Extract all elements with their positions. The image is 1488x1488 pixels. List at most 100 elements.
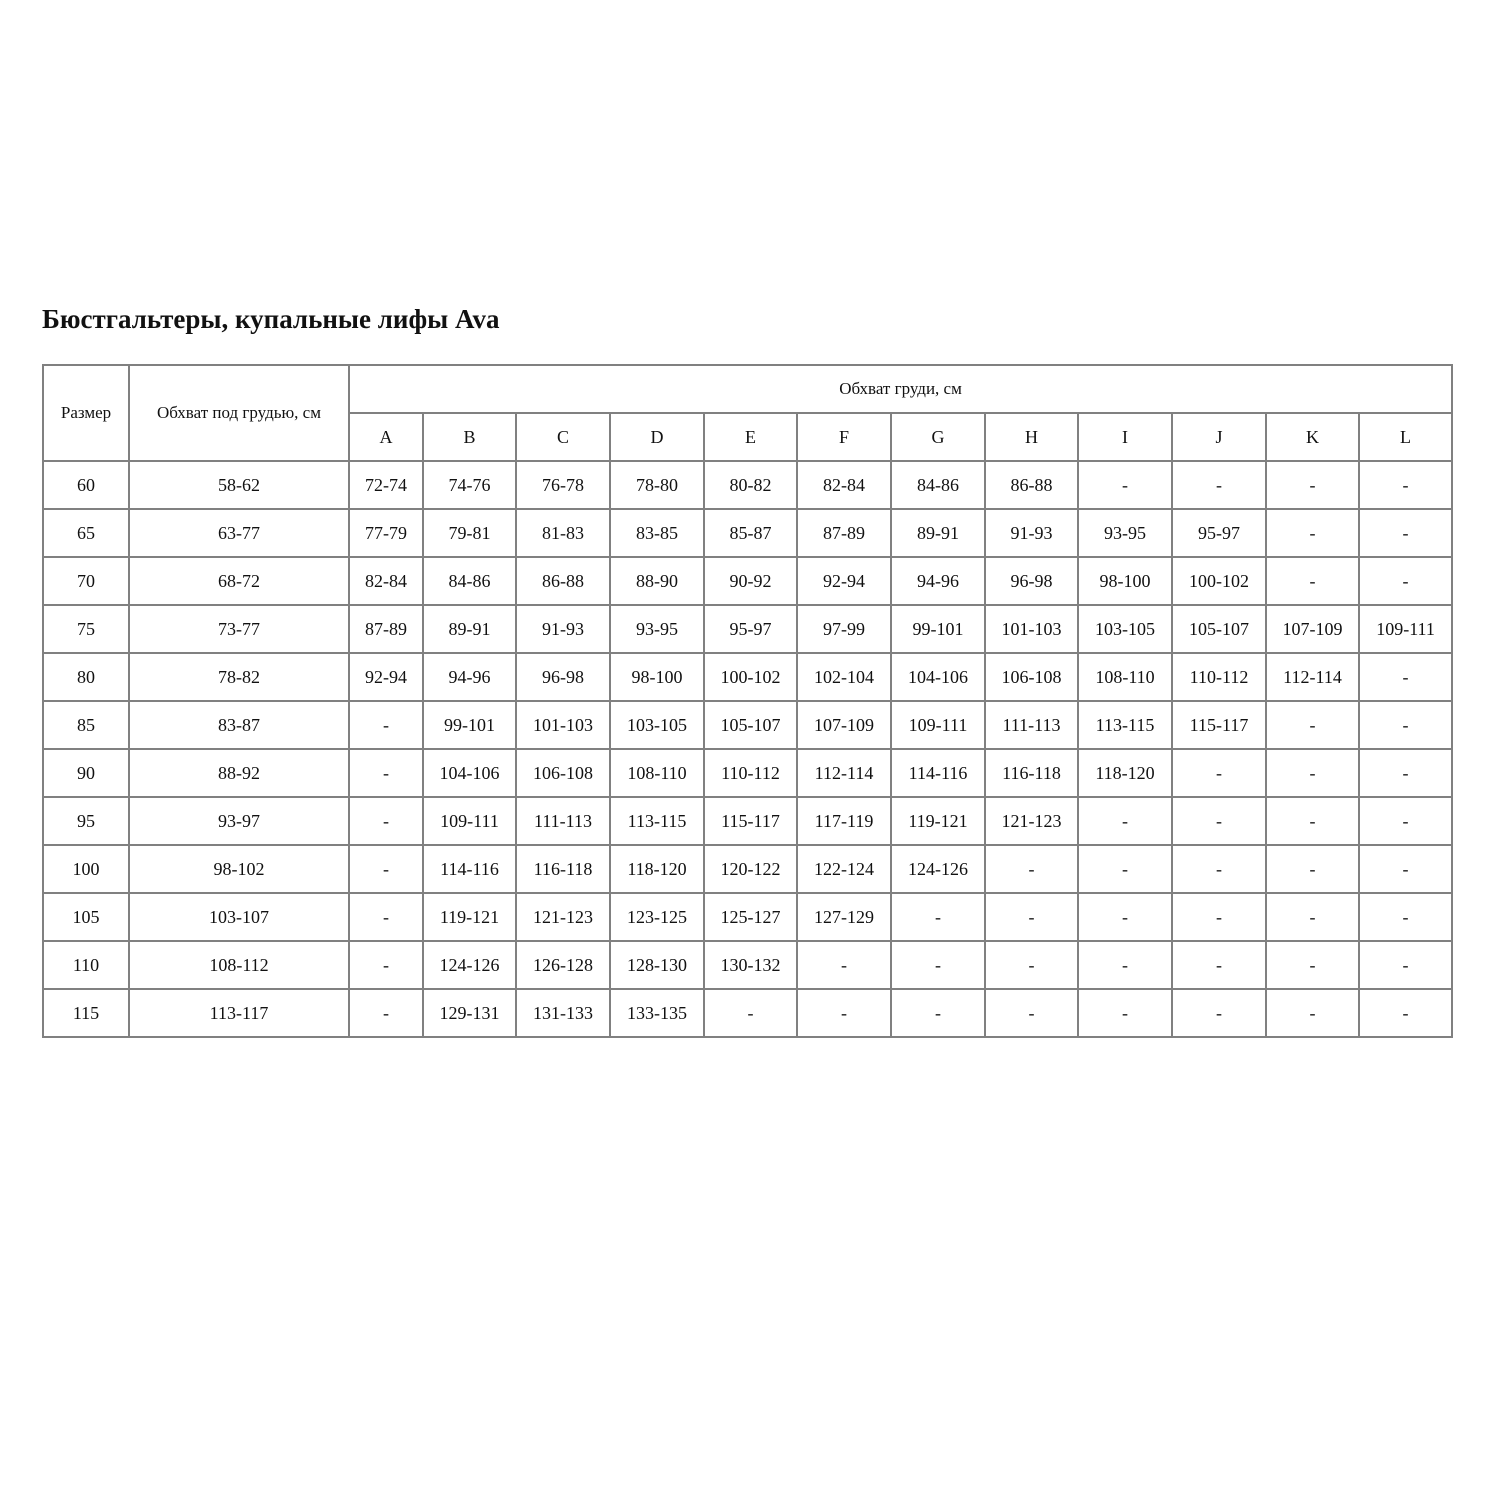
table-row: 95 93-97-109-111 111-113 113-115 115-117 117-…: [42, 796, 1454, 846]
size-cell: 80: [42, 652, 130, 702]
underbust-cell: 78-82: [128, 652, 350, 702]
bust-cell-i: -: [1077, 892, 1173, 942]
underbust-cell: 98-102: [128, 844, 350, 894]
bust-cell-g: 104-106: [890, 652, 986, 702]
cup-header-h: H: [984, 412, 1079, 462]
bust-cell-l: -: [1357, 460, 1454, 510]
cup-header-k: K: [1265, 412, 1360, 462]
bust-cell-h: 86-88: [984, 460, 1079, 510]
bust-cell-h: -: [984, 844, 1079, 894]
underbust-cell: 88-92: [128, 748, 350, 798]
bust-cell-i: -: [1077, 988, 1173, 1038]
bust-cell-i: 98-100: [1077, 556, 1173, 606]
bust-cell-d: 103-105: [609, 700, 705, 750]
bust-cell-g: 119-121: [890, 796, 986, 846]
size-cell: 110: [42, 940, 130, 990]
bust-cell-l: -: [1357, 988, 1454, 1038]
bust-cell-e: 105-107: [703, 700, 798, 750]
bust-cell-f: 82-84: [796, 460, 892, 510]
cup-header-f: F: [796, 412, 892, 462]
bust-cell-f: 122-124: [796, 844, 892, 894]
table-row: 75 73-77 87-89 89-91 91-93 93-95 95-97 97-99 99-…: [42, 604, 1454, 654]
bust-cell-f: 107-109: [796, 700, 892, 750]
bust-cell-k: -: [1265, 892, 1360, 942]
bust-cell-k: -: [1265, 460, 1360, 510]
bust-cell-e: 85-87: [703, 508, 798, 558]
bust-cell-d: 98-100: [609, 652, 705, 702]
size-cell: 85: [42, 700, 130, 750]
bust-cell-b: 89-91: [422, 604, 517, 654]
bust-cell-h: 111-113: [984, 700, 1079, 750]
bust-cell-a: 92-94: [348, 652, 424, 702]
cup-header-a: A: [348, 412, 424, 462]
cup-header-g: G: [890, 412, 986, 462]
underbust-cell: 73-77: [128, 604, 350, 654]
bust-cell-f: 117-119: [796, 796, 892, 846]
bust-cell-d: 108-110: [609, 748, 705, 798]
bust-cell-c: 126-128: [515, 940, 611, 990]
bust-cell-l: -: [1357, 652, 1454, 702]
bust-cell-b: 114-116: [422, 844, 517, 894]
bust-cell-f: 102-104: [796, 652, 892, 702]
bust-cell-c: 86-88: [515, 556, 611, 606]
bust-cell-c: 91-93: [515, 604, 611, 654]
bust-cell-h: 116-118: [984, 748, 1079, 798]
bust-cell-a: 77-79: [348, 508, 424, 558]
bust-cell-g: 124-126: [890, 844, 986, 894]
size-cell: 65: [42, 508, 130, 558]
bust-cell-k: -: [1265, 556, 1360, 606]
bust-cell-a: -: [348, 988, 424, 1038]
bust-cell-a: -: [348, 796, 424, 846]
bust-cell-d: 123-125: [609, 892, 705, 942]
table-row: 80 78-82 92-94 94-96 96-98 98-100 100-102 102-1…: [42, 652, 1454, 702]
bust-cell-i: 108-110: [1077, 652, 1173, 702]
bust-cell-l: -: [1357, 892, 1454, 942]
bust-cell-f: 92-94: [796, 556, 892, 606]
underbust-cell: 58-62: [128, 460, 350, 510]
size-table: Размер Обхват под грудью, см Обхват груд…: [42, 364, 1454, 1038]
bust-cell-k: -: [1265, 940, 1360, 990]
bust-cell-d: 93-95: [609, 604, 705, 654]
bust-cell-h: -: [984, 892, 1079, 942]
bust-cell-k: -: [1265, 796, 1360, 846]
bust-cell-g: 99-101: [890, 604, 986, 654]
bust-cell-i: 118-120: [1077, 748, 1173, 798]
bust-cell-k: 112-114: [1265, 652, 1360, 702]
bust-cell-a: -: [348, 844, 424, 894]
bust-cell-g: 89-91: [890, 508, 986, 558]
bust-cell-e: 130-132: [703, 940, 798, 990]
table-row: 85 83-87-99-101 101-103 103-105 105-107 107-1…: [42, 700, 1454, 750]
bust-cell-e: 120-122: [703, 844, 798, 894]
bust-cell-l: -: [1357, 940, 1454, 990]
bust-cell-f: 87-89: [796, 508, 892, 558]
cup-header-l: L: [1357, 412, 1454, 462]
bust-cell-e: 90-92: [703, 556, 798, 606]
bust-cell-k: -: [1265, 508, 1360, 558]
bust-cell-b: 124-126: [422, 940, 517, 990]
underbust-cell: 113-117: [128, 988, 350, 1038]
bust-header: Обхват груди, см: [347, 364, 1454, 414]
size-cell: 105: [42, 892, 130, 942]
size-cell: 95: [42, 796, 130, 846]
bust-cell-d: 128-130: [609, 940, 705, 990]
cup-header-i: I: [1077, 412, 1173, 462]
bust-cell-a: -: [348, 892, 424, 942]
bust-cell-j: -: [1171, 988, 1267, 1038]
cup-header-e: E: [703, 412, 798, 462]
bust-cell-j: -: [1171, 460, 1267, 510]
bust-cell-b: 104-106: [422, 748, 517, 798]
bust-cell-i: -: [1077, 460, 1173, 510]
size-header: Размер: [42, 364, 130, 462]
bust-cell-i: -: [1077, 796, 1173, 846]
bust-cell-a: 82-84: [348, 556, 424, 606]
bust-cell-j: 100-102: [1171, 556, 1267, 606]
bust-cell-h: 121-123: [984, 796, 1079, 846]
table-row: 100 98-102-114-116 116-118 118-120 120-122 12…: [42, 844, 1454, 894]
bust-cell-i: 103-105: [1077, 604, 1173, 654]
bust-cell-e: 100-102: [703, 652, 798, 702]
table-row: 70 68-72 82-84 84-86 86-88 88-90 90-92 92-94 94-…: [42, 556, 1454, 606]
table-row: 110 108-112-124-126 126-128 128-130 130-132-…: [42, 940, 1454, 990]
bust-cell-h: 96-98: [984, 556, 1079, 606]
size-cell: 115: [42, 988, 130, 1038]
bust-cell-b: 119-121: [422, 892, 517, 942]
